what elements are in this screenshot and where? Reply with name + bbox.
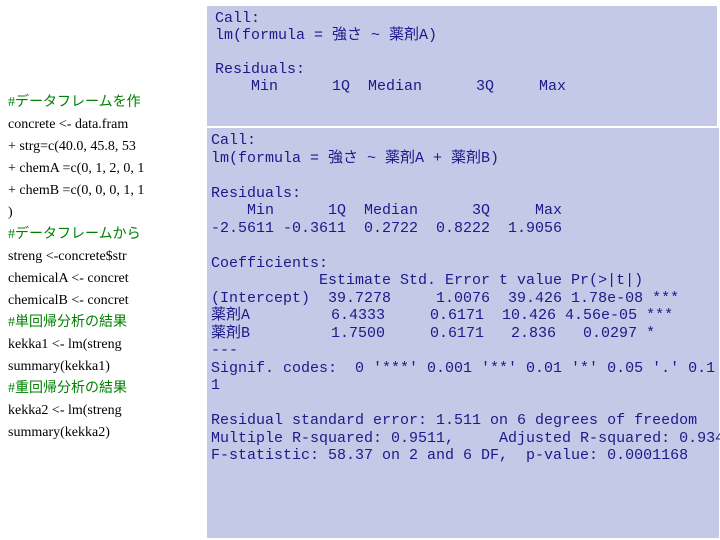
r-output-simple-regression: Call: lm(formula = 強さ ~ 薬剤A) Residuals: … <box>207 6 717 126</box>
r-output-multiple-regression: Call: lm(formula = 強さ ~ 薬剤A + 薬剤B) Resid… <box>207 128 719 538</box>
